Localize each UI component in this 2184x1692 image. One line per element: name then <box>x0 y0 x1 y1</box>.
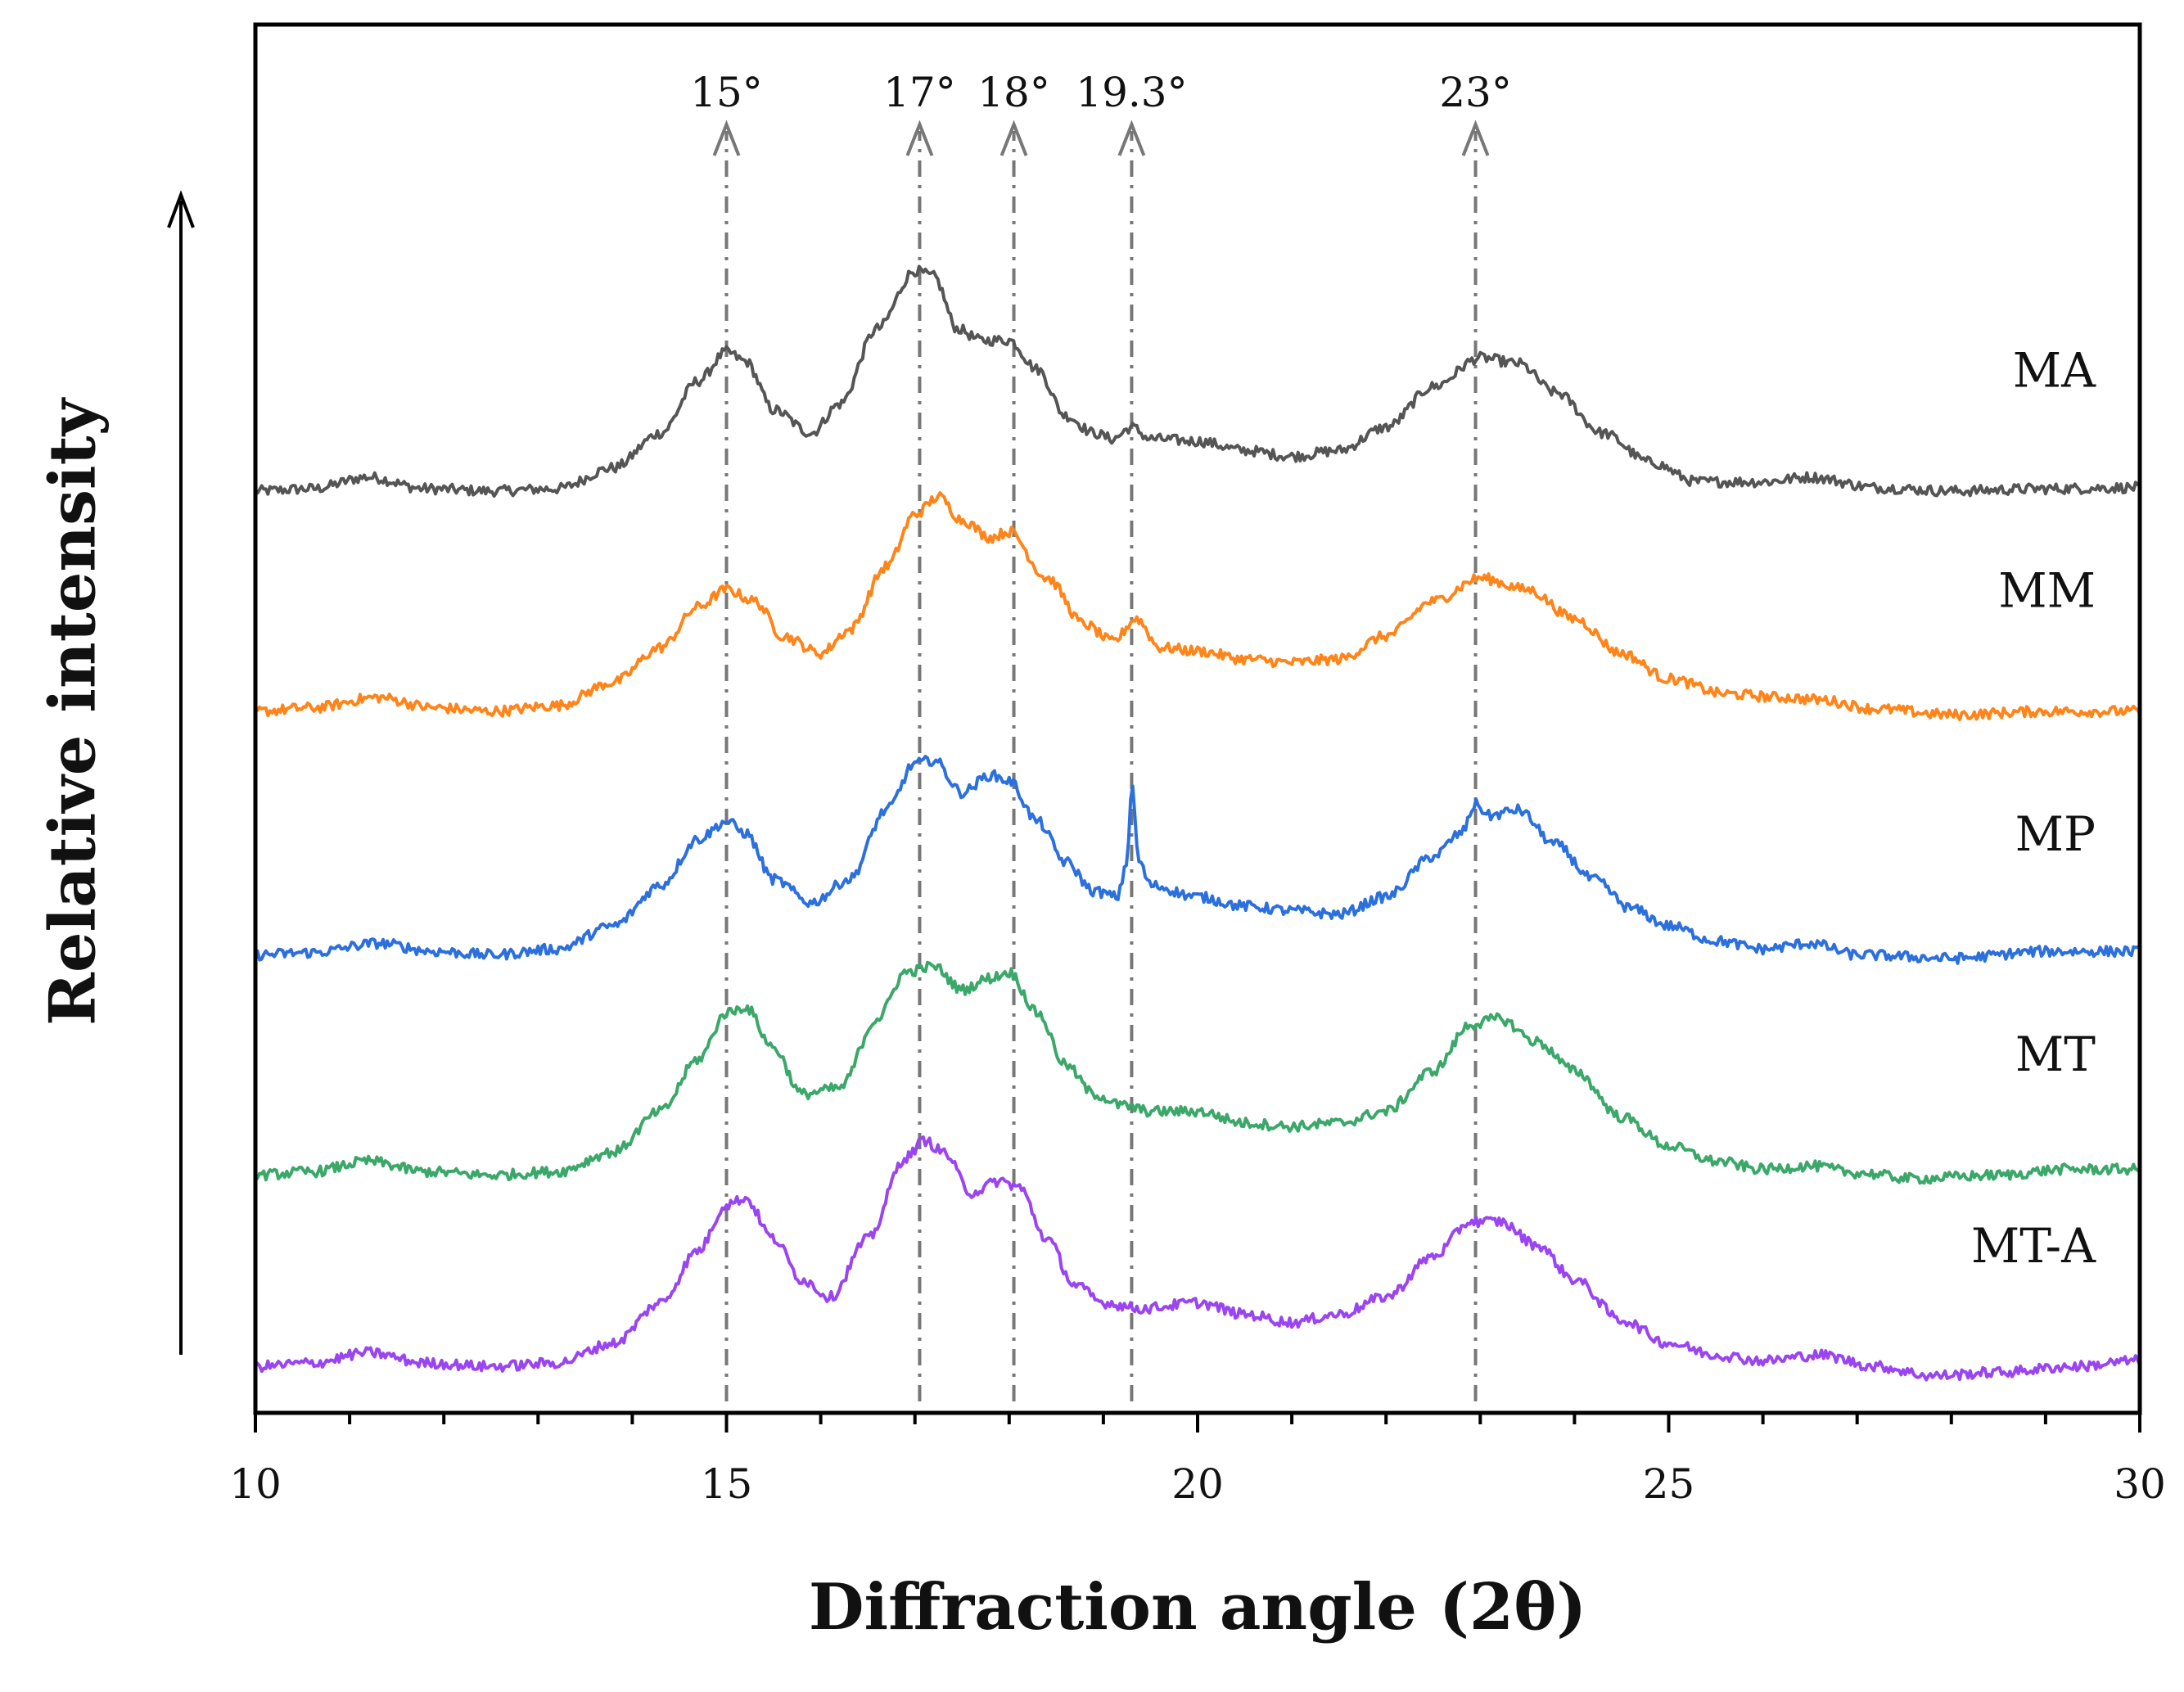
peak-label: 17° <box>883 69 956 116</box>
series-label-mt: MT <box>2015 1026 2096 1082</box>
x-axis-title: Diffraction angle (2θ) <box>809 1570 1586 1645</box>
peak-label: 18° <box>977 69 1050 116</box>
series-label-mp: MP <box>2015 806 2096 862</box>
peak-marker-arrowhead <box>1117 120 1146 156</box>
series-line-mm <box>254 491 2141 722</box>
y-axis-title: Relative intensity <box>36 396 111 1026</box>
peak-label: 23° <box>1439 69 1512 116</box>
x-tick-label: 30 <box>2114 1460 2166 1508</box>
series-label-mm: MM <box>1998 563 2096 619</box>
x-tick-label: 25 <box>1643 1460 1695 1508</box>
series-line-mp <box>255 755 2141 965</box>
series-labels: MA MM MP MT MT-A <box>1971 342 2096 1273</box>
peak-marker-arrowhead <box>1461 120 1490 156</box>
peak-marker-arrowhead <box>712 120 741 156</box>
intensity-arrow-head <box>167 190 195 228</box>
x-tick-label: 20 <box>1171 1460 1224 1508</box>
series-line-ma <box>254 264 2141 499</box>
x-tick-label: 15 <box>701 1460 753 1508</box>
series-line-mt-a <box>254 1135 2141 1382</box>
peak-marker-arrowhead <box>905 120 934 156</box>
series-lines <box>254 264 2141 1382</box>
x-tick-label: 10 <box>229 1460 282 1508</box>
plot-frame <box>253 22 2142 1415</box>
series-line-mt <box>254 960 2141 1185</box>
peak-markers: 15° 17° 18° 19.3° 23° <box>690 69 1512 1401</box>
peak-label: 15° <box>690 69 763 116</box>
series-label-mt-a: MT-A <box>1971 1218 2096 1274</box>
peak-marker-arrowhead <box>999 120 1028 156</box>
series-label-ma: MA <box>2013 342 2096 398</box>
x-axis-ticks: 10 15 20 25 30 <box>229 1413 2166 1508</box>
peak-label: 19.3° <box>1076 69 1187 116</box>
